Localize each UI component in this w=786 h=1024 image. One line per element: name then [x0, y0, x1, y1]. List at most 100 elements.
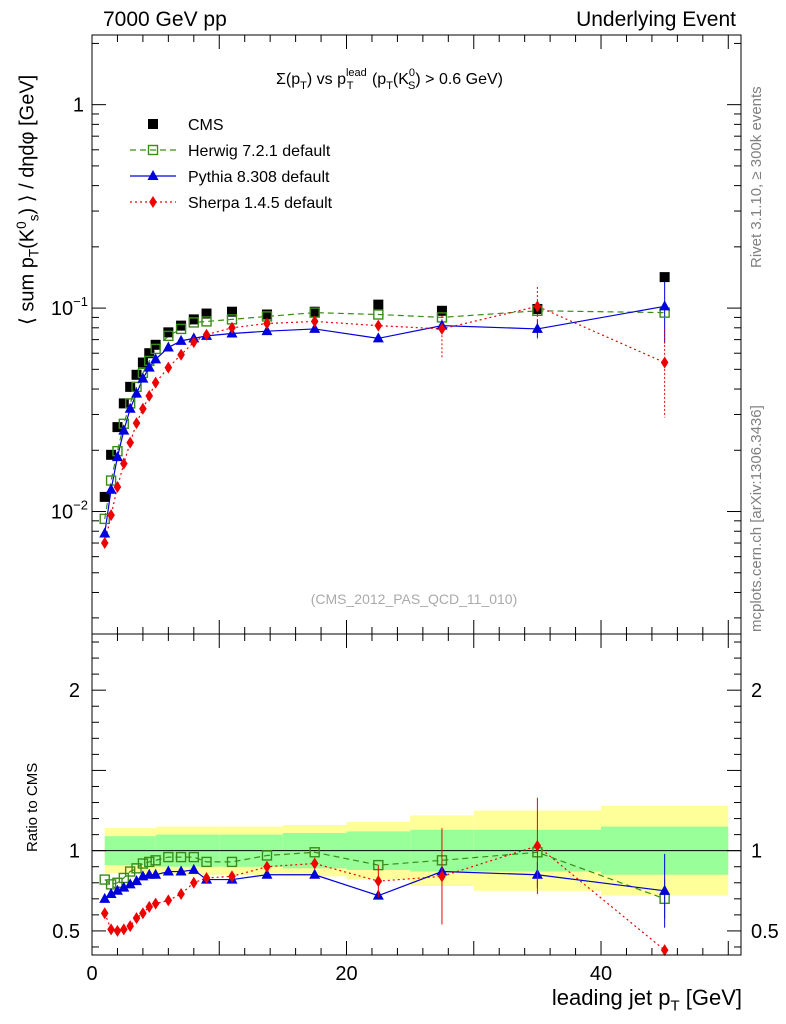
y-tick-label-main: 1 [73, 95, 84, 117]
data-point-sherpa [107, 923, 115, 936]
legend-label: Herwig 7.2.1 default [188, 143, 331, 160]
data-point-sherpa [120, 923, 128, 936]
data-point-herwig [175, 851, 187, 863]
ratio-uncertainty-bands [92, 805, 741, 896]
x-tick-label: 40 [590, 963, 612, 985]
data-point-cms [118, 398, 129, 409]
legend-item-cms: CMS [148, 117, 224, 134]
data-point-sherpa [120, 457, 128, 470]
data-point-sherpa [177, 888, 185, 901]
data-point-sherpa [533, 839, 542, 852]
data-point-cms [99, 491, 110, 502]
data-point-sherpa [145, 900, 154, 913]
data-point-pythia [175, 865, 187, 876]
data-point-sherpa [310, 315, 319, 328]
data-point-cms [148, 119, 158, 129]
data-point-sherpa [151, 376, 160, 389]
data-point-pythia [105, 483, 117, 494]
data-point-pythia [99, 527, 111, 538]
x-axis-label: leading jet pT [GeV] [551, 985, 742, 1015]
data-point-sherpa [228, 870, 236, 883]
data-point-herwig [163, 330, 174, 342]
data-point-sherpa [310, 857, 319, 870]
data-point-sherpa [190, 336, 198, 349]
data-point-sherpa [263, 317, 271, 330]
data-point-pythia [111, 451, 123, 462]
data-point-sherpa [132, 417, 141, 430]
legend-label: CMS [188, 117, 224, 134]
data-point-pythia [150, 868, 162, 879]
data-point-sherpa [132, 912, 141, 925]
data-point-pythia [111, 884, 123, 895]
data-point-sherpa [149, 196, 157, 208]
y-tick-label-ratio: 2 [69, 680, 80, 702]
data-point-cms [163, 327, 174, 338]
data-point-pythia [137, 372, 149, 383]
data-point-herwig [163, 851, 174, 863]
data-point-pythia [124, 402, 136, 413]
data-point-herwig [309, 847, 320, 858]
data-point-pythia [124, 878, 136, 889]
data-point-pythia [175, 334, 187, 345]
legend-item-pythia: Pythia 8.308 default [130, 169, 330, 186]
data-point-pythia [162, 865, 174, 876]
data-point-pythia [118, 881, 130, 892]
data-point-sherpa [660, 356, 669, 369]
data-point-sherpa [177, 348, 185, 361]
data-point-pythia [118, 424, 130, 435]
data-point-sherpa [533, 300, 542, 313]
data-point-herwig [188, 851, 200, 863]
data-point-sherpa [660, 944, 669, 957]
x-tick-label: 0 [86, 963, 97, 985]
data-point-herwig [261, 850, 273, 861]
data-point-pythia [105, 888, 117, 899]
header-left: 7000 GeV pp [103, 8, 227, 31]
data-point-sherpa [374, 875, 383, 888]
data-point-pythia [162, 341, 174, 352]
data-point-cms [309, 306, 320, 317]
series-line-ratio [104, 851, 665, 900]
series-layer [99, 272, 671, 957]
data-point-pythia [147, 170, 159, 180]
y-tick-label-ratio: 0.5 [52, 921, 80, 943]
y-tick-label-main: 10−2 [51, 498, 88, 524]
data-point-cms [144, 348, 155, 359]
data-point-pythia [261, 325, 273, 336]
legend-label: Pythia 8.308 default [188, 169, 330, 186]
data-point-sherpa [190, 876, 198, 889]
data-point-sherpa [202, 328, 211, 341]
data-point-cms [261, 309, 272, 320]
data-point-sherpa [263, 860, 271, 873]
data-point-sherpa [100, 537, 109, 550]
data-point-herwig [226, 856, 238, 868]
data-point-sherpa [126, 436, 134, 449]
data-point-cms [436, 305, 447, 316]
data-point-sherpa [100, 907, 109, 920]
data-point-sherpa [113, 924, 122, 937]
data-point-pythia [659, 300, 671, 311]
data-point-pythia [143, 361, 155, 372]
plot-title: Σ(pT) vs plead T (pT(K0 S) > 0.6 GeV) [276, 67, 503, 92]
data-point-herwig [147, 144, 159, 156]
data-point-pythia [188, 863, 200, 874]
data-point-herwig [150, 855, 161, 866]
data-point-pythia [261, 868, 273, 879]
data-point-sherpa [139, 907, 147, 920]
data-point-sherpa [107, 509, 115, 522]
data-point-pythia [309, 322, 321, 333]
series-line-main [104, 310, 665, 519]
data-point-pythia [309, 868, 321, 879]
data-point-herwig [201, 316, 212, 327]
data-point-sherpa [151, 897, 160, 910]
legend-item-sherpa: Sherpa 1.4.5 default [130, 195, 333, 212]
data-point-pythia [659, 884, 671, 895]
data-point-herwig [144, 856, 155, 868]
y-tick-label-main: 10−1 [51, 294, 88, 320]
data-point-pythia [131, 875, 143, 886]
data-point-cms [659, 272, 670, 283]
data-point-cms [201, 308, 212, 319]
data-point-cms [226, 306, 237, 317]
y-tick-label-ratio-right: 2 [751, 680, 762, 702]
header-right: Underlying Event [576, 8, 736, 31]
